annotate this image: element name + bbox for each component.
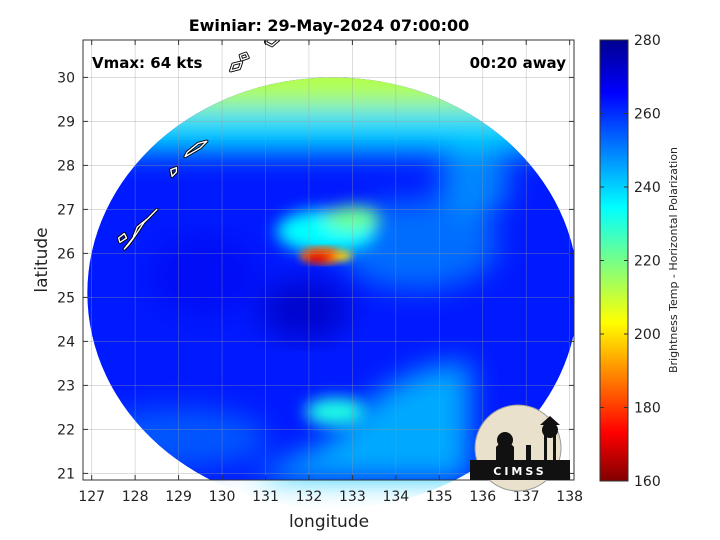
chart-title: Ewiniar: 29-May-2024 07:00:00 [189,16,470,35]
y-tick-label: 28 [57,158,75,174]
colorbar-tick-label: 240 [634,180,661,196]
x-tick-label: 134 [382,489,409,505]
colorbar-tick-label: 200 [634,327,661,343]
x-tick-label: 137 [513,489,540,505]
x-axis-label: longitude [289,512,369,532]
y-tick-label: 25 [57,290,75,306]
colorbar-tick-label: 220 [634,254,661,270]
x-tick-label: 138 [556,489,583,505]
cimss-logo: CIMSS [470,404,570,492]
x-tick-label: 131 [252,489,279,505]
x-tick-label: 135 [426,489,453,505]
grid [83,40,574,480]
y-axis-label: latitude [32,227,52,292]
y-tick-label: 29 [57,114,75,130]
colorbar-tick-label: 160 [634,474,661,490]
colorbar-tick-label: 280 [634,33,661,49]
x-tick-label: 127 [78,489,105,505]
y-tick-label: 27 [57,202,75,218]
colorbar-label: Brightness Temp - Horizontal Polarizatio… [667,147,680,373]
axes-frame [82,39,575,481]
y-ticks: 21 22 23 24 25 26 27 28 29 30 [57,70,574,482]
x-tick-label: 136 [469,489,496,505]
y-tick-label: 26 [57,246,75,262]
x-ticks: 127 128 129 130 131 132 133 134 135 136 137 138 [78,40,583,505]
y-tick-label: 22 [57,422,75,438]
x-tick-label: 130 [209,489,236,505]
x-tick-label: 129 [165,489,192,505]
coastlines [117,40,281,251]
time-offset-annotation: 00:20 away [470,54,567,72]
colorbar-ticks: 160 180 200 220 240 260 280 [600,33,661,490]
x-tick-label: 133 [339,489,366,505]
colorbar [599,39,629,482]
y-tick-label: 30 [57,70,75,86]
y-tick-label: 23 [57,378,75,394]
vmax-annotation: Vmax: 64 kts [92,54,202,72]
x-tick-label: 132 [296,489,323,505]
x-tick-label: 128 [122,489,149,505]
y-tick-label: 21 [57,466,75,482]
cimss-logo-text: CIMSS [493,465,546,478]
colorbar-tick-label: 260 [634,107,661,123]
colorbar-tick-label: 180 [634,401,661,417]
y-tick-label: 24 [57,334,75,350]
